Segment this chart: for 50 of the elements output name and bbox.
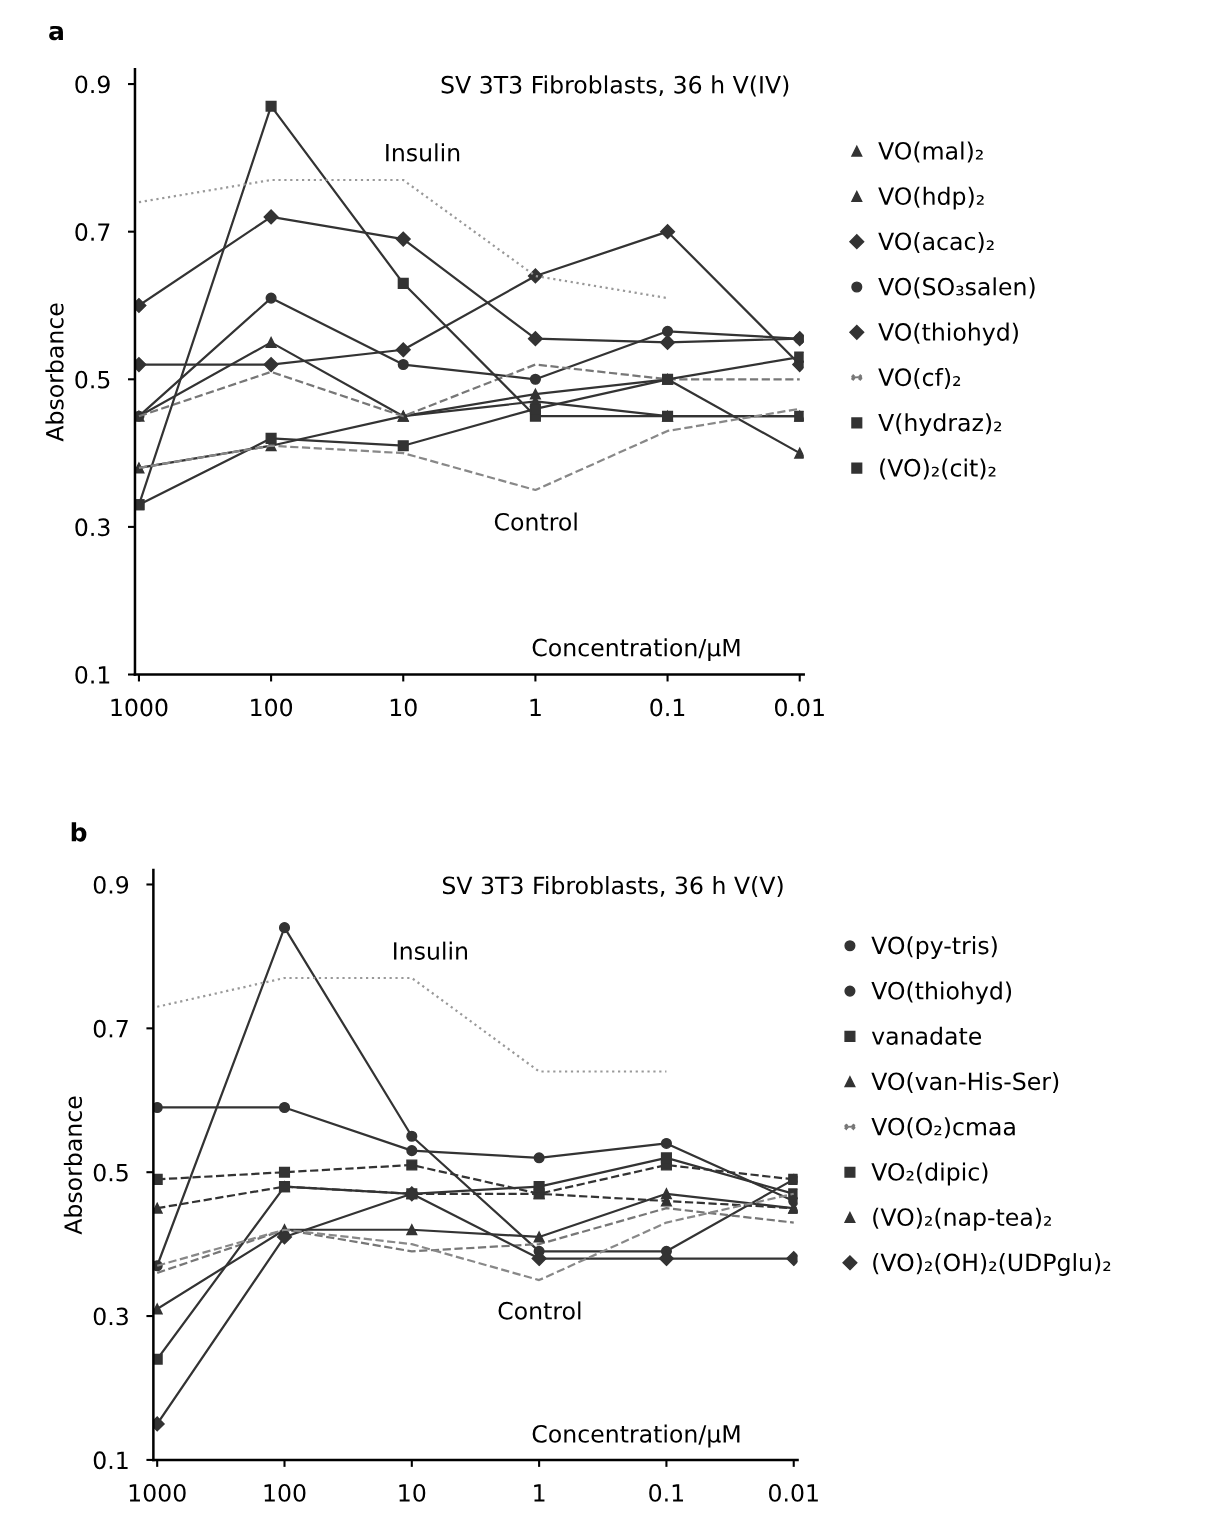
legend-label: VO(cf)₂	[878, 367, 961, 389]
annotation: Control	[494, 512, 577, 531]
chart-title: SV 3T3 Fibroblasts, 36 h V(V)	[442, 876, 783, 898]
legend-label: VO(SO₃salen)	[878, 277, 1035, 299]
x-tick-label: 1	[534, 1484, 545, 1502]
y-tick-label: 0.1	[75, 665, 110, 684]
y-tick-label: 0.5	[93, 1163, 128, 1182]
y-axis-title: Absorbance	[63, 1096, 83, 1235]
legend-label: VO(mal)₂	[878, 141, 983, 163]
y-axis-title: Absorbance	[45, 303, 64, 442]
annotation: Insulin	[394, 941, 468, 960]
legend-label: (VO)₂(OH)₂(UDPglu)₂	[873, 1253, 1111, 1276]
x-tick-label: 10	[390, 698, 417, 717]
legend-label: VO(van-His-Ser)	[871, 1071, 1059, 1094]
legend-label: VO(O₂)cmaa	[871, 1117, 1015, 1139]
x-tick-label: 1000	[129, 1483, 186, 1502]
y-tick-label: 0.9	[93, 875, 129, 894]
legend-label: (VO)₂(nap-tea)₂	[873, 1207, 1051, 1231]
y-tick-label: 0.7	[75, 223, 110, 241]
legend-label: (VO)₂(cit)₂	[880, 458, 996, 480]
legend-label: VO(thiohyd)	[871, 981, 1012, 1005]
x-tick-label: 100	[251, 698, 293, 717]
y-tick-label: 0.5	[75, 370, 110, 389]
legend-label: VO(hdp)₂	[878, 186, 984, 210]
text: a	[49, 25, 63, 41]
x-tick-label: 0.01	[774, 698, 824, 717]
legend-label: V(hydraz)₂	[878, 413, 1002, 437]
x-axis-title: Concentration/μM	[532, 638, 740, 662]
x-axis-title: Concentration/μM	[532, 1424, 740, 1448]
legend-label: vanadate	[871, 1026, 982, 1045]
y-tick-label: 0.3	[93, 1307, 128, 1326]
x-tick-label: 0.1	[650, 698, 685, 717]
annotation: Insulin	[386, 143, 460, 162]
x-tick-label: 1	[530, 698, 541, 717]
legend-label: VO(thiohyd)	[878, 322, 1018, 346]
legend-label: VO(py-tris)	[871, 936, 997, 959]
y-tick-label: 0.7	[93, 1019, 128, 1038]
legend-label: VO₂(dipic)	[871, 1162, 988, 1186]
chart-title: SV 3T3 Fibroblasts, 36 h V(IV)	[441, 75, 789, 97]
x-tick-label: 100	[264, 1483, 306, 1502]
text: b	[71, 822, 87, 842]
annotation: Control	[498, 1301, 581, 1320]
y-tick-label: 0.1	[93, 1451, 128, 1470]
x-tick-label: 0.01	[769, 1483, 818, 1502]
y-tick-label: 0.9	[75, 75, 110, 94]
x-tick-label: 0.1	[649, 1483, 684, 1502]
x-tick-label: 1000	[111, 698, 168, 717]
y-tick-label: 0.3	[75, 518, 110, 537]
legend-label: VO(acac)₂	[878, 232, 994, 254]
x-tick-label: 10	[399, 1483, 426, 1502]
